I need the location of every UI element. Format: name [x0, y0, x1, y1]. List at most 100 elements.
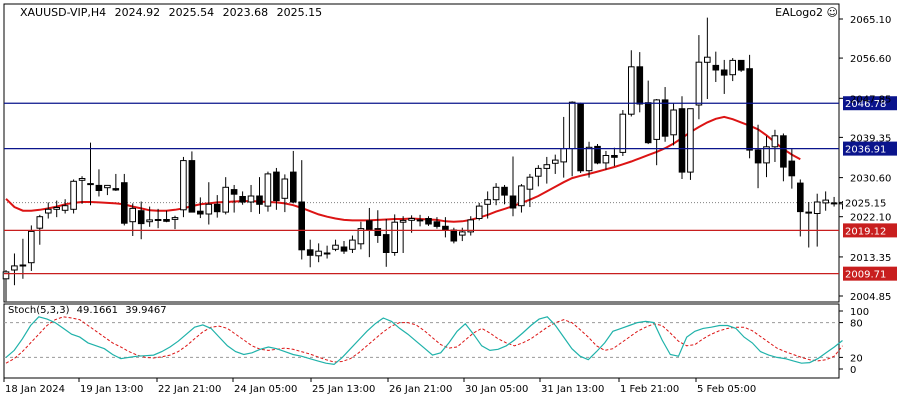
- candle-body-bull: [28, 230, 35, 264]
- candle: [315, 243, 322, 263]
- candle-body-bear: [366, 220, 373, 231]
- candle: [754, 124, 762, 189]
- candle: [247, 184, 255, 213]
- candle-body-bull: [146, 219, 153, 223]
- candle: [78, 176, 86, 204]
- time-tick-label: 30 Jan 05:00: [465, 384, 528, 395]
- candle-body-bear: [256, 195, 263, 205]
- time-tick-label: 1 Feb 21:00: [620, 384, 679, 395]
- candle-body-bull: [459, 231, 466, 236]
- candle: [382, 218, 390, 267]
- candle-body-bull: [585, 146, 593, 172]
- price-tick-label: 2065.10: [850, 15, 891, 26]
- candle-body-bull: [552, 159, 559, 164]
- candle-body-bull: [171, 217, 179, 220]
- candle-body-bull: [670, 109, 677, 136]
- candle: [653, 98, 661, 166]
- candle: [290, 150, 297, 204]
- candle-body-bull: [78, 178, 86, 181]
- candle-body-bull: [357, 228, 365, 245]
- candle: [298, 160, 305, 260]
- candle-body-bull: [264, 173, 272, 207]
- stochastic-layer: [4, 316, 843, 366]
- stoch-signal-value: 39.9467: [125, 305, 167, 316]
- time-tick-label: 24 Jan 05:00: [234, 384, 297, 395]
- candle-body-bull: [45, 208, 52, 214]
- candle-body-bull: [399, 219, 407, 223]
- main-plot-area[interactable]: [3, 3, 840, 303]
- candle-body-bear: [230, 189, 238, 195]
- candle-body-bear: [788, 160, 796, 177]
- price-tick-label: 2013.35: [850, 253, 891, 264]
- candle: [661, 87, 669, 142]
- candle-body-bear: [678, 108, 686, 173]
- candle: [399, 216, 407, 254]
- stoch-tick-label: 80: [850, 319, 863, 330]
- ea-logo-label: EALogo2: [775, 6, 824, 19]
- low-value: 2023.68: [222, 6, 269, 19]
- candle-body-bull: [543, 164, 551, 169]
- candle: [11, 253, 18, 286]
- candle: [687, 108, 694, 180]
- candle: [797, 179, 804, 237]
- candle-body-bear: [797, 182, 804, 213]
- candle: [433, 217, 441, 229]
- candle: [256, 177, 263, 214]
- support-price-label: 2009.71: [845, 270, 886, 281]
- candle-body-bear: [636, 66, 644, 105]
- candle-body-bull: [653, 99, 661, 140]
- candle-body-bear: [137, 210, 145, 225]
- price-lines-layer: 2046.78 2036.91 2019.12 2009.71 2025.15: [4, 96, 897, 281]
- candle: [230, 184, 238, 213]
- time-axis: 18 Jan 2024 19 Jan 13:00 22 Jan 21:00 24 Ja…: [3, 378, 756, 395]
- candle: [594, 144, 601, 165]
- candle: [416, 214, 424, 227]
- candle-body-bear: [746, 68, 753, 151]
- candle-body-bull: [61, 205, 69, 211]
- candle-body-bull: [408, 218, 415, 221]
- candle-body-bull: [349, 239, 356, 250]
- candle-body-bear: [382, 234, 390, 254]
- stoch-main-value: 49.1661: [76, 305, 119, 316]
- candle-body-bear: [830, 202, 838, 205]
- candle-body-bear: [197, 210, 204, 215]
- candle-body-bull: [281, 178, 289, 199]
- candle-body-bear: [805, 211, 813, 214]
- price-tick-label: 2039.35: [850, 133, 891, 144]
- candle-body-bull: [247, 195, 255, 203]
- candle-body-bull: [467, 219, 474, 233]
- candle-body-bull: [180, 160, 187, 211]
- stoch-label: Stoch(5,3,3) 49.1661 39.9467: [8, 305, 171, 316]
- candle: [104, 184, 111, 196]
- candle: [763, 136, 770, 178]
- resistance-price-label: 2046.78: [845, 99, 886, 110]
- resistance-price-label: 2036.91: [845, 145, 886, 156]
- candle: [552, 154, 559, 174]
- candle-body-bear: [442, 225, 449, 231]
- candle-body-bull: [518, 185, 525, 207]
- candle-body-bull: [568, 101, 576, 150]
- candle-body-bear: [661, 99, 669, 137]
- candle-body-bull: [484, 199, 491, 205]
- candle-body-bear: [712, 64, 720, 71]
- candle-body-bear: [154, 219, 162, 221]
- candle: [771, 129, 779, 162]
- price-tick-label: 2030.60: [850, 174, 891, 185]
- stoch-signal-line: [5, 316, 843, 364]
- ea-logo: EALogo2 ☺: [775, 6, 838, 19]
- candle: [146, 206, 153, 227]
- candle-body-bull: [36, 216, 44, 229]
- candle-body-bull: [628, 66, 635, 115]
- candle: [670, 103, 677, 146]
- candle-body-bull: [763, 146, 770, 164]
- candle: [628, 50, 635, 117]
- candle: [163, 210, 170, 223]
- candle-body-bear: [577, 103, 584, 172]
- candle: [222, 177, 229, 215]
- candle-body-bull: [53, 207, 61, 210]
- candle-body-bear: [509, 195, 517, 209]
- candle: [805, 201, 813, 248]
- candle: [112, 173, 120, 191]
